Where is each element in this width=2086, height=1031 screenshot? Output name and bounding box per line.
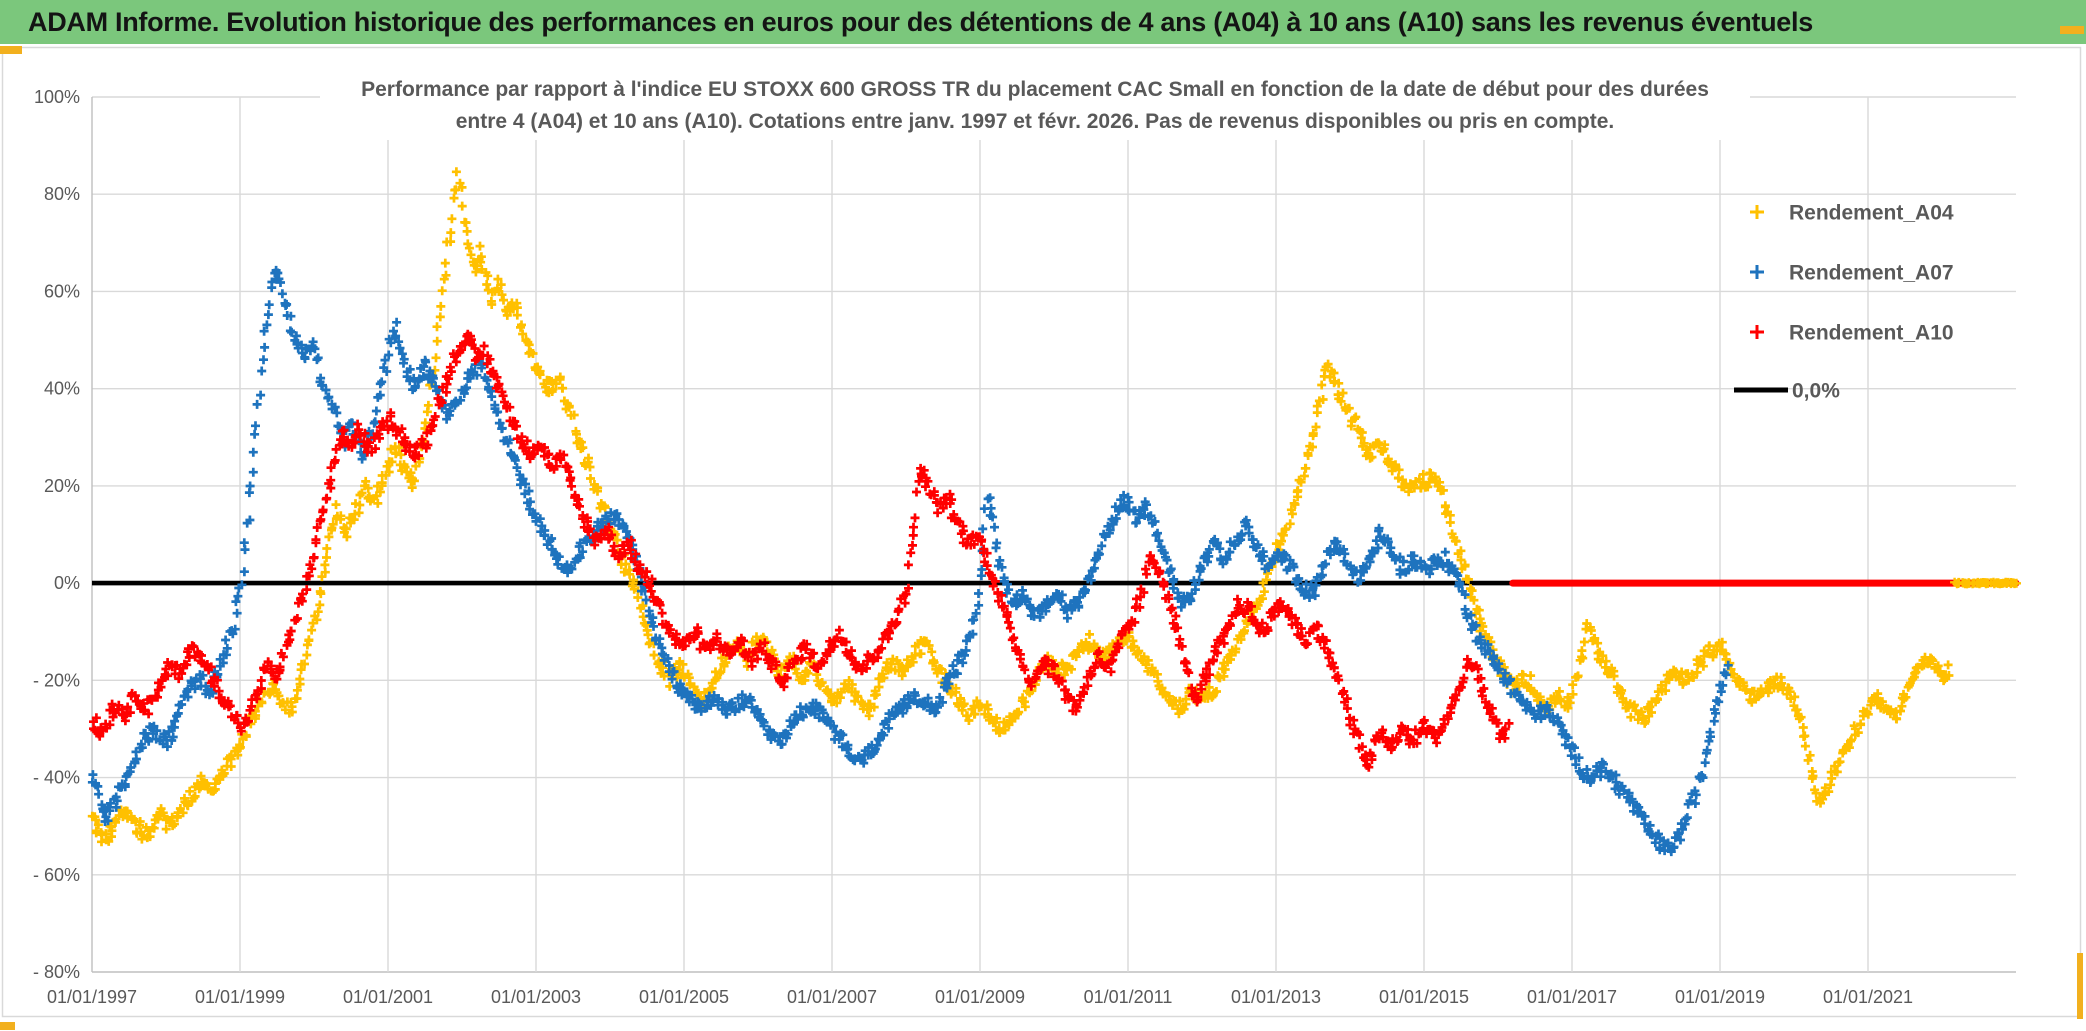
x-axis-label: 01/01/2015	[1379, 987, 1469, 1007]
rendement_a10-plus-marker-icon	[1750, 325, 1764, 339]
legend-item-rendement-a10[interactable]: Rendement_A10	[1750, 322, 1954, 345]
selection-handle-top-right	[2060, 26, 2084, 34]
legend-item-rendement-a07[interactable]: Rendement_A07	[1750, 262, 1954, 285]
legend-label: Rendement_A04	[1789, 202, 1954, 225]
x-axis-label: 01/01/2017	[1527, 987, 1617, 1007]
selection-handle-bottom-left	[0, 1022, 15, 1030]
y-axis-label: - 20%	[33, 670, 80, 690]
rendement_a04-plus-marker-icon	[1750, 205, 1764, 219]
legend-label: Rendement_A07	[1789, 262, 1954, 285]
rendement_a07-plus-marker-icon	[1750, 265, 1764, 279]
y-axis-label: - 60%	[33, 865, 80, 885]
y-axis-label: 60%	[44, 281, 80, 301]
y-axis-label: 80%	[44, 184, 80, 204]
chart-title-line1: Performance par rapport à l'indice EU ST…	[361, 78, 1709, 101]
x-axis-label: 01/01/2021	[1823, 987, 1913, 1007]
y-axis-label: 20%	[44, 476, 80, 496]
y-axis-label: - 80%	[33, 962, 80, 982]
series-rendement_a04	[87, 167, 1954, 847]
x-axis-label: 01/01/2007	[787, 987, 877, 1007]
selection-handle-top-left	[0, 46, 22, 54]
x-axis-label: 01/01/2001	[343, 987, 433, 1007]
series-rendement_a04-zero-tail	[1950, 577, 2021, 589]
chart-title-box	[320, 68, 1750, 140]
legend-label: Rendement_A10	[1789, 322, 1954, 345]
y-axis-label: - 40%	[33, 768, 80, 788]
chart-frame[interactable]	[1, 46, 2082, 1018]
legend-item-rendement-a04[interactable]: Rendement_A04	[1750, 202, 1954, 225]
chart-title-line2: entre 4 (A04) et 10 ans (A10). Cotations…	[456, 110, 1615, 133]
y-axis-label: 0%	[54, 573, 80, 593]
x-axis-label: 01/01/2013	[1231, 987, 1321, 1007]
x-axis-label: 01/01/2019	[1675, 987, 1765, 1007]
x-axis-label: 01/01/2011	[1084, 987, 1173, 1007]
legend-item-0-0-[interactable]: 0,0%	[1734, 380, 1840, 403]
legend-label: 0,0%	[1792, 380, 1840, 403]
series-rendement_a07	[87, 265, 1733, 857]
x-axis-label: 01/01/1999	[195, 987, 285, 1007]
x-axis-label: 01/01/1997	[47, 987, 137, 1007]
header-bar: ADAM Informe. Evolution historique des p…	[0, 0, 2086, 44]
page-title: ADAM Informe. Evolution historique des p…	[28, 6, 1813, 37]
series-rendement_a10	[89, 329, 1514, 772]
y-axis-label: 100%	[34, 87, 80, 107]
x-axis-label: 01/01/2005	[639, 987, 729, 1007]
x-axis-label: 01/01/2009	[935, 987, 1025, 1007]
selection-handle-bottom-right	[2077, 953, 2083, 1019]
y-axis-label: 40%	[44, 379, 80, 399]
x-axis-label: 01/01/2003	[491, 987, 581, 1007]
